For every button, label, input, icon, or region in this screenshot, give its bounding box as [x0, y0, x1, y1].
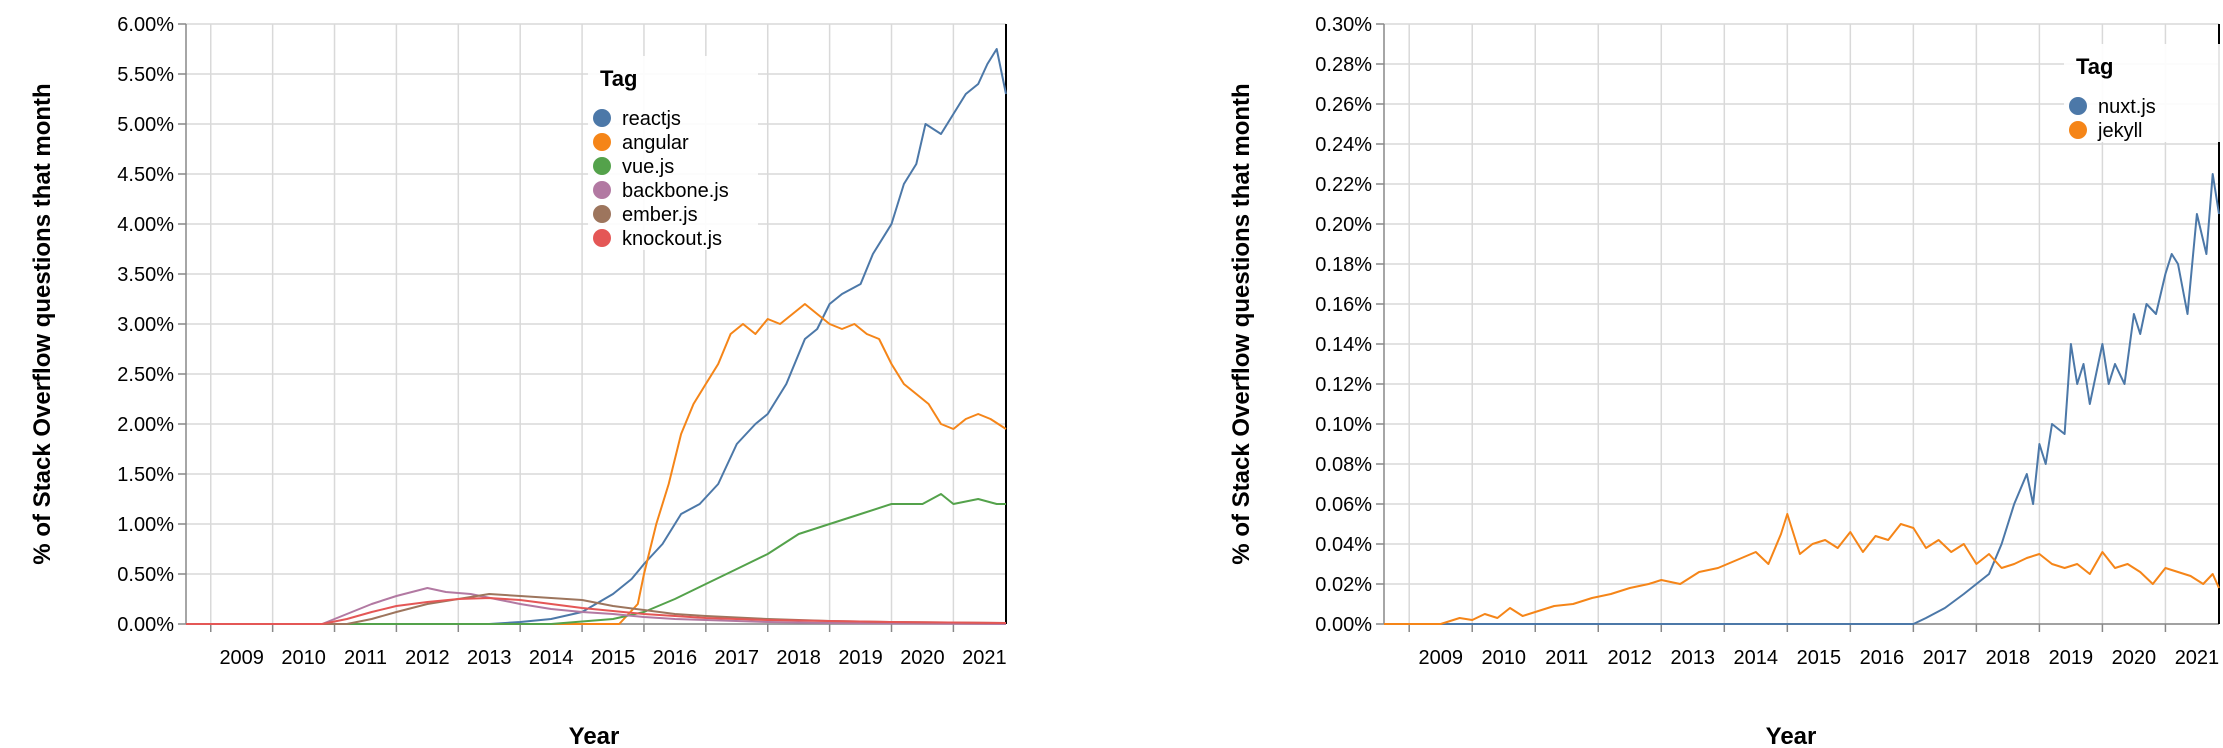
legend-background [588, 56, 758, 250]
x-tick-label: 2015 [591, 647, 636, 669]
x-tick-label: 2016 [1860, 647, 1905, 669]
y-tick-label: 0.02% [1315, 574, 1372, 596]
x-axis-title: Year [569, 723, 620, 748]
y-tick-label: 0.14% [1315, 334, 1372, 356]
x-tick-label: 2014 [529, 647, 574, 669]
y-tick-label: 0.30% [1315, 14, 1372, 36]
y-tick-label: 5.00% [117, 114, 174, 136]
x-tick-label: 2017 [715, 647, 760, 669]
x-tick-label: 2021 [962, 647, 1007, 669]
series-line-reactjs [186, 48, 1007, 625]
y-tick-label: 6.00% [117, 14, 174, 36]
y-tick-label: 0.08% [1315, 454, 1372, 476]
x-tick-label: 2011 [1545, 647, 1588, 669]
y-tick-label: 1.50% [117, 464, 174, 486]
y-tick-label: 0.04% [1315, 534, 1372, 556]
legend-swatch-vue-js [593, 157, 611, 175]
x-axis-title: Year [1766, 723, 1817, 748]
y-tick-label: 2.50% [117, 364, 174, 386]
x-tick-label: 2020 [900, 647, 945, 669]
x-tick-label: 2015 [1797, 647, 1842, 669]
y-axis-title: % of Stack Overflow questions that month [1228, 83, 1255, 564]
legend-title: Tag [600, 66, 637, 91]
x-tick-label: 2017 [1923, 647, 1968, 669]
legend-swatch-jekyll [2069, 121, 2087, 139]
x-tick-label: 2013 [1671, 647, 1716, 669]
legend-swatch-reactjs [593, 109, 611, 127]
y-tick-label: 0.10% [1315, 414, 1372, 436]
y-tick-label: 5.50% [117, 64, 174, 86]
legend-swatch-nuxt-js [2069, 97, 2087, 115]
y-tick-label: 3.50% [117, 264, 174, 286]
legend-title: Tag [2076, 54, 2113, 79]
x-tick-label: 2019 [2049, 647, 2094, 669]
y-tick-label: 0.18% [1315, 254, 1372, 276]
legend-label: ember.js [622, 204, 698, 226]
y-tick-label: 0.16% [1315, 294, 1372, 316]
legend-label: vue.js [622, 156, 674, 178]
y-axis-title: % of Stack Overflow questions that month [29, 83, 56, 564]
y-tick-label: 0.06% [1315, 494, 1372, 516]
legend-label: angular [622, 132, 689, 154]
y-tick-label: 0.00% [1315, 614, 1372, 636]
y-tick-label: 0.20% [1315, 214, 1372, 236]
x-tick-label: 2010 [1481, 647, 1526, 669]
y-tick-label: 0.28% [1315, 54, 1372, 76]
legend-label: jekyll [2097, 120, 2142, 142]
y-tick-label: 3.00% [117, 314, 174, 336]
legend-swatch-knockout-js [593, 229, 611, 247]
legend-label: knockout.js [622, 228, 722, 250]
legend-swatch-angular [593, 133, 611, 151]
legend-background [2064, 44, 2223, 142]
x-tick-label: 2011 [344, 647, 387, 669]
legend-label: backbone.js [622, 180, 729, 202]
x-tick-label: 2009 [1418, 647, 1463, 669]
grid [186, 23, 1006, 625]
x-tick-label: 2019 [838, 647, 883, 669]
series-line-knockout-js [186, 597, 1007, 625]
legend-label: reactjs [622, 108, 681, 130]
x-tick-label: 2018 [1986, 647, 2031, 669]
x-tick-label: 2010 [281, 647, 326, 669]
line-chart-nuxt-jekyll: 0.00% 0.02% 0.04% 0.06% 0.08% 0.10% 0.12% 0.14%… [1228, 14, 2223, 748]
y-tick-label: 1.00% [117, 514, 174, 536]
y-tick-label: 0.24% [1315, 134, 1372, 156]
legend-swatch-ember-js [593, 205, 611, 223]
x-tick-label: 2014 [1734, 647, 1779, 669]
y-tick-label: 2.00% [117, 414, 174, 436]
x-tick-label: 2020 [2112, 647, 2157, 669]
x-tick-label: 2021 [2175, 647, 2220, 669]
legend: Tag reactjsangularvue.jsbackbone.jsember.… [588, 56, 758, 250]
x-tick-label: 2013 [467, 647, 512, 669]
series-line-nuxt-js [1384, 173, 2220, 625]
series-line-backbone-js [186, 587, 1007, 625]
x-tick-label: 2018 [776, 647, 821, 669]
legend-label: nuxt.js [2098, 96, 2156, 118]
y-tick-label: 0.22% [1315, 174, 1372, 196]
y-tick-label: 4.50% [117, 164, 174, 186]
y-tick-label: 0.26% [1315, 94, 1372, 116]
x-tick-label: 2016 [653, 647, 698, 669]
y-tick-label: 4.00% [117, 214, 174, 236]
line-chart-frameworks: 0.00% 0.50% 1.00% 1.50% 2.00% 2.50% 3.00% 3.50%… [29, 14, 1007, 748]
y-tick-label: 0.12% [1315, 374, 1372, 396]
x-tick-label: 2012 [405, 647, 450, 669]
series-line-angular [186, 303, 1007, 625]
y-tick-label: 0.00% [117, 614, 174, 636]
legend-swatch-backbone-js [593, 181, 611, 199]
series-line-jekyll [1384, 513, 2220, 625]
y-tick-label: 0.50% [117, 564, 174, 586]
x-tick-label: 2009 [219, 647, 264, 669]
x-tick-label: 2012 [1608, 647, 1653, 669]
